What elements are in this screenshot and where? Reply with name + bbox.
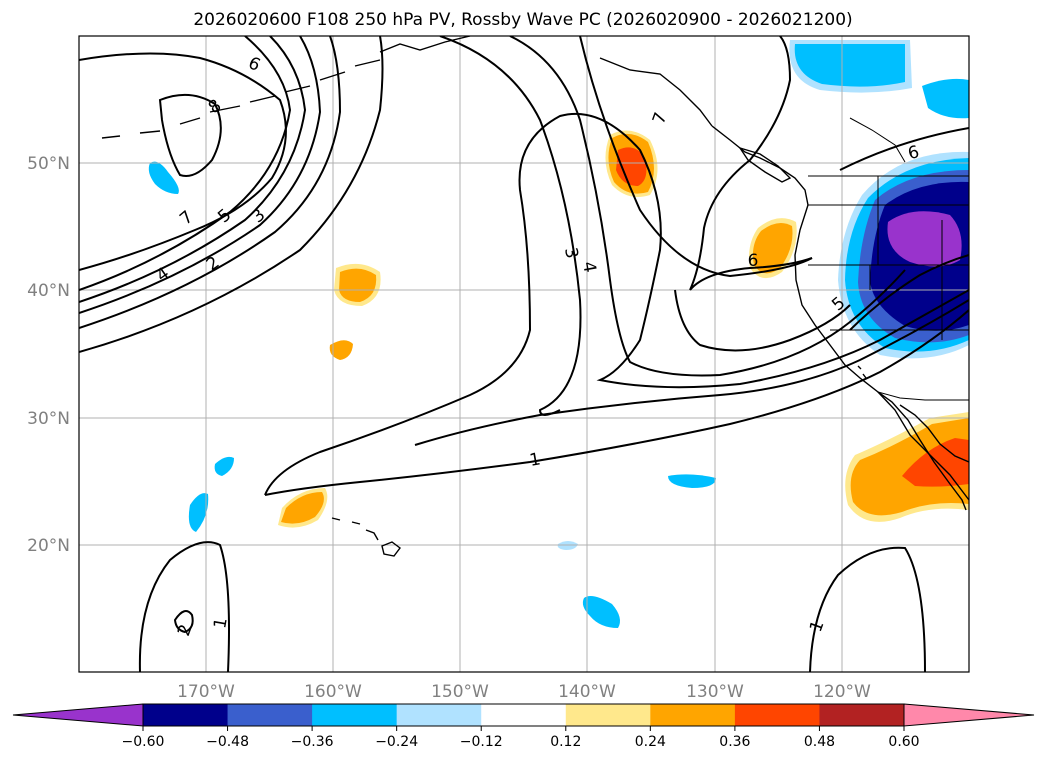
guadalupe-island (857, 365, 867, 379)
colorbar-segment (143, 704, 229, 726)
y-tick-label: 40°N (27, 281, 70, 301)
contour-line (173, 610, 194, 634)
y-tick-label: 50°N (27, 154, 70, 174)
contour-line (579, 36, 813, 278)
colorbar-tick-label: −0.48 (206, 734, 249, 750)
hawaii-positive (281, 492, 324, 524)
us-mexico-border (877, 391, 969, 401)
colorbar-tick-label: −0.36 (291, 734, 334, 750)
mid-negative-blob (668, 474, 716, 488)
contour-line (849, 254, 969, 331)
map-area: 6 8 7 5 3 4 2 3 4 7 6 6 5 1 1 2 1 (78, 35, 970, 673)
negative-anomaly-purple (887, 211, 962, 267)
contour-line (79, 36, 307, 303)
map-frame (78, 35, 970, 673)
chart-title: 2026020600 F108 250 hPa PV, Rossby Wave … (193, 10, 852, 30)
x-tick-label: 140°W (558, 682, 616, 702)
colorbar: −0.60 −0.48 −0.36 −0.24 −0.12 0.12 0.24 0.36 0.4… (12, 703, 1035, 750)
contour-label: 6 (748, 251, 759, 271)
contour-line (414, 299, 969, 446)
colorbar-tick-label: −0.60 (122, 734, 165, 750)
contour-label: 1 (528, 449, 542, 471)
bc-coast (711, 125, 809, 206)
baja-peninsula (877, 391, 969, 511)
contour-line (674, 289, 851, 352)
contour-label: 4 (578, 260, 600, 274)
contour-line (689, 36, 813, 291)
contour-line (79, 36, 384, 353)
pv-contours (79, 36, 969, 672)
contour-label: 6 (906, 142, 922, 164)
colorbar-segment (481, 704, 567, 726)
contour-label: 1 (210, 616, 232, 630)
colorbar-segment (312, 704, 398, 726)
cpac-positive-a-core (339, 268, 377, 302)
contour-line (79, 36, 292, 291)
map-background (79, 36, 969, 672)
state-borders (808, 117, 969, 400)
x-tick-label: 130°W (686, 682, 744, 702)
south-negative-blob (582, 596, 620, 628)
baja-positive-red (902, 438, 969, 487)
x-tick-label: 150°W (431, 682, 489, 702)
y-axis: 50°N 40°N 30°N 20°N (27, 154, 70, 556)
contour-line (264, 112, 969, 496)
y-tick-label: 20°N (27, 536, 70, 556)
colorbar-segment (819, 704, 905, 726)
colorbar-extend-high (903, 703, 1035, 727)
contour-line (138, 541, 230, 672)
colorbar-extend-low (12, 703, 144, 727)
x-axis: 170°W 160°W 150°W 140°W 130°W 120°W (177, 682, 871, 702)
contour-line (79, 52, 287, 271)
colorbar-tick-label: 0.36 (719, 734, 750, 750)
colorbar-tick-label: −0.12 (460, 734, 503, 750)
north-negative-blue (794, 44, 905, 87)
colorbar-tick-label: −0.24 (375, 734, 418, 750)
colorbar-tick-label: 0.60 (888, 734, 919, 750)
contour-line (439, 36, 582, 416)
hawaii (331, 517, 401, 557)
y-tick-label: 30°N (27, 409, 70, 429)
contour-line (264, 309, 969, 496)
x-tick-label: 170°W (177, 682, 235, 702)
x-tick-label: 160°W (304, 682, 362, 702)
colorbar-tick-label: 0.12 (550, 734, 581, 750)
aleutian-islands (101, 59, 381, 139)
cpac-positive-b (329, 340, 353, 360)
colorbar-tick-label: 0.48 (804, 734, 835, 750)
west-negative-blob-2 (188, 493, 209, 532)
contour-line (79, 36, 322, 314)
colorbar-tick-label: 0.24 (635, 734, 666, 750)
vancouver-island (738, 146, 792, 183)
contour-line (839, 127, 969, 171)
contour-line (509, 36, 906, 377)
gridlines (79, 36, 969, 672)
contour-line (809, 546, 926, 672)
nw-negative-blob (148, 161, 179, 194)
north-negative-east (922, 78, 969, 119)
contour-line (79, 36, 342, 329)
colorbar-frame (142, 703, 905, 727)
colorbar-segment (565, 704, 651, 726)
colorbar-segment (734, 704, 820, 726)
goa-positive-red (616, 147, 647, 186)
colorbar-segment (227, 704, 313, 726)
contour-label: 3 (560, 246, 582, 260)
x-tick-label: 120°W (813, 682, 871, 702)
nepac-positive-orange (752, 222, 793, 274)
west-negative-blob-1 (214, 456, 234, 476)
colorbar-segment (650, 704, 736, 726)
contour-line (158, 93, 222, 177)
colorbar-segment (396, 704, 482, 726)
